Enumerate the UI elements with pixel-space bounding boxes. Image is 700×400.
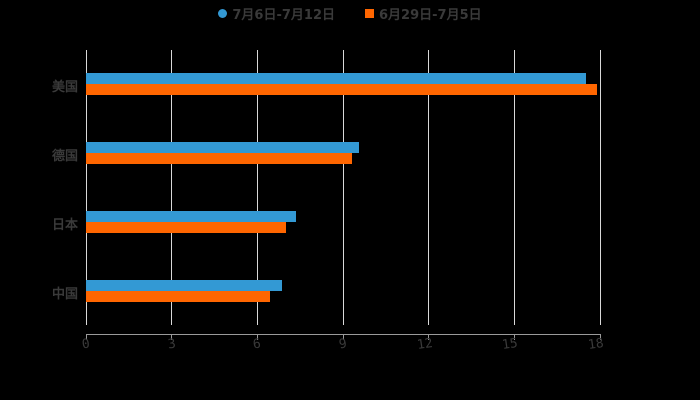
x-axis-line — [86, 334, 601, 335]
square-marker-icon — [365, 9, 374, 18]
x-tick — [513, 334, 515, 340]
x-tick — [256, 334, 258, 340]
bar[interactable] — [86, 280, 282, 291]
y-category-label: 德国 — [51, 149, 78, 164]
bar[interactable] — [86, 291, 271, 302]
gridline — [599, 50, 601, 325]
gridline — [85, 50, 87, 325]
x-tick-label: 0 — [80, 336, 91, 353]
y-category-label: 日本 — [51, 218, 78, 233]
y-category-label: 美国 — [51, 80, 78, 95]
y-category-label: 中国 — [51, 287, 78, 302]
bar[interactable] — [86, 73, 586, 84]
x-tick-label: 12 — [415, 335, 434, 354]
x-tick-label: 18 — [587, 335, 605, 354]
x-tick — [171, 334, 173, 340]
gridline — [428, 50, 430, 325]
legend-label: 6月29日-7月5日 — [379, 8, 482, 23]
gridline — [513, 50, 515, 325]
gridline — [256, 50, 258, 325]
x-tick — [342, 334, 344, 340]
legend-label: 7月6日-7月12日 — [232, 8, 335, 23]
gridline — [171, 50, 173, 325]
x-tick-label: 3 — [166, 336, 177, 353]
bar[interactable] — [86, 84, 598, 95]
x-tick — [599, 334, 601, 340]
bar[interactable] — [86, 222, 286, 233]
gridline — [342, 50, 344, 325]
bar[interactable] — [86, 211, 296, 222]
legend-item-series-2[interactable]: 6月29日-7月5日 — [365, 4, 482, 23]
bar[interactable] — [86, 153, 352, 164]
circle-marker-icon — [218, 9, 228, 18]
chart-legend: 7月6日-7月12日 6月29日-7月5日 — [0, 4, 700, 23]
x-tick — [85, 334, 87, 340]
x-tick-label: 15 — [501, 335, 519, 354]
x-tick — [428, 334, 430, 340]
legend-item-series-1[interactable]: 7月6日-7月12日 — [218, 4, 335, 23]
bar[interactable] — [86, 142, 359, 153]
x-tick-label: 6 — [252, 336, 263, 353]
x-tick-label: 9 — [337, 336, 348, 353]
